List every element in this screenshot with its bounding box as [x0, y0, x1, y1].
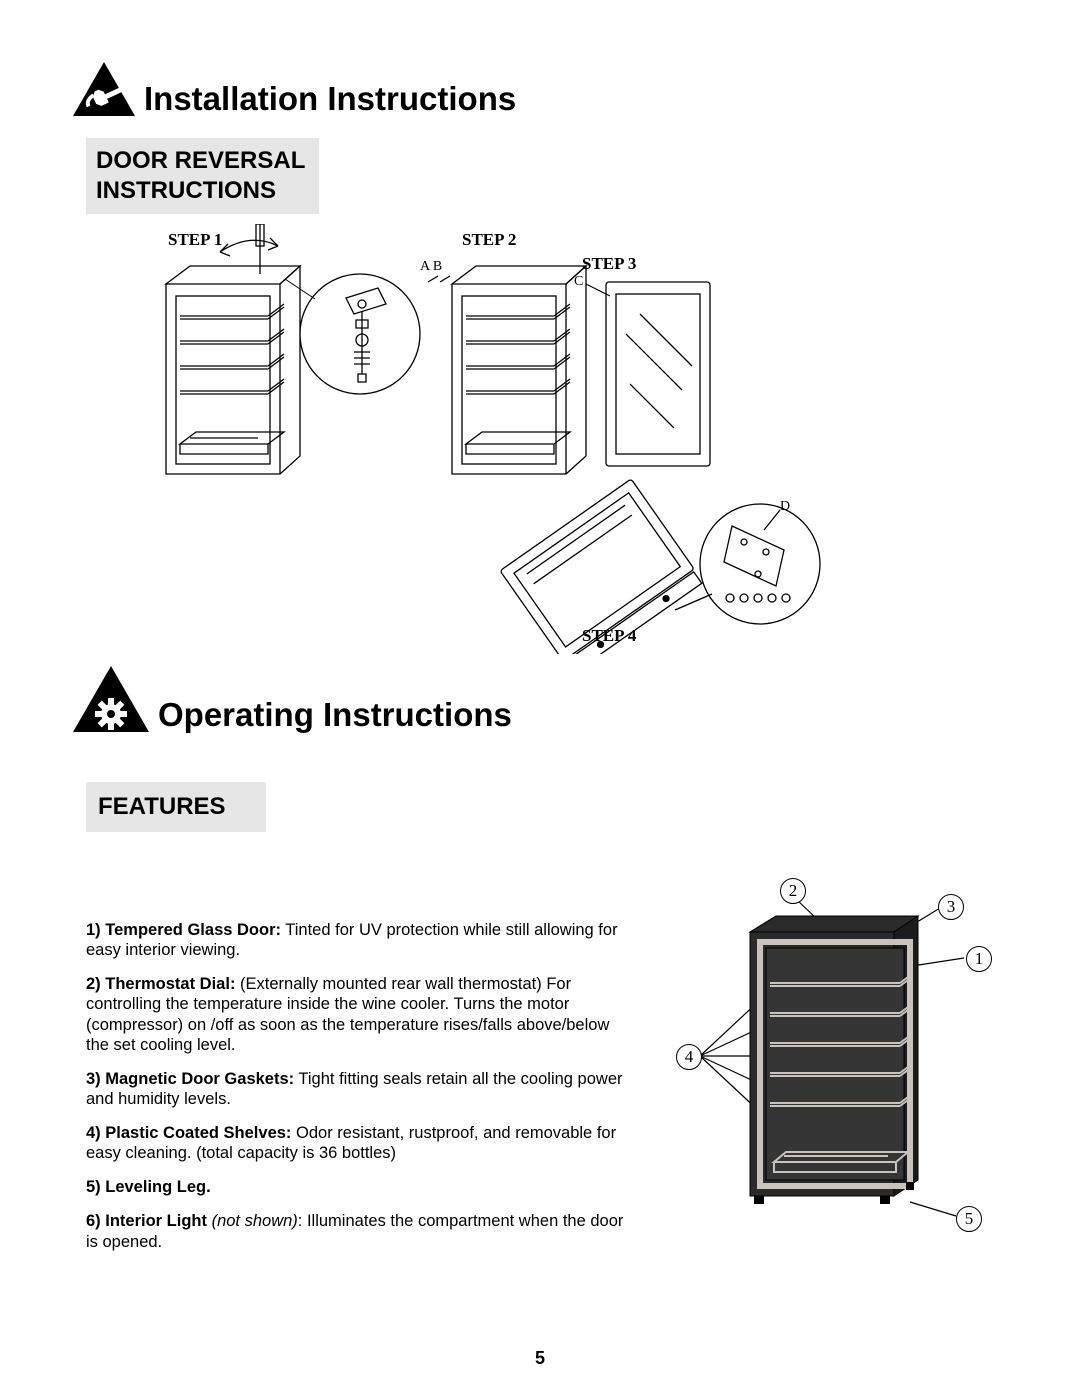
cooler-svg: [650, 876, 1010, 1246]
d-label: D: [780, 499, 790, 515]
step3-label: STEP 3: [582, 254, 636, 274]
feature-6: 6) Interior Light (not shown): Illuminat…: [86, 1211, 630, 1251]
sub1-line2: INSTRUCTIONS: [96, 177, 276, 204]
operating-header: Operating Instructions: [70, 664, 1010, 736]
feature-4: 4) Plastic Coated Shelves: Odor resistan…: [86, 1123, 630, 1163]
sub1-line1: DOOR REVERSAL: [96, 147, 305, 174]
ab-label: A B: [420, 259, 442, 275]
callout-2: 2: [780, 878, 806, 904]
hammer-triangle-icon: [70, 60, 138, 120]
sub2-line1: FEATURES: [98, 793, 226, 820]
page-number: 5: [535, 1348, 545, 1369]
callout-5: 5: [956, 1206, 982, 1232]
operating-title: Operating Instructions: [158, 696, 512, 736]
c-label: C: [574, 274, 583, 290]
feature-3: 3) Magnetic Door Gaskets: Tight fitting …: [86, 1069, 630, 1109]
door-reversal-diagram: STEP 1 STEP 2 STEP 3 STEP 4 A B C D: [100, 224, 980, 654]
features-block: 1) Tempered Glass Door: Tinted for UV pr…: [70, 876, 1010, 1266]
feature-1: 1) Tempered Glass Door: Tinted for UV pr…: [86, 920, 630, 960]
gear-triangle-icon: [70, 664, 152, 736]
features-diagram: 2 3 1 4 5: [650, 876, 1010, 1246]
features-subheader: FEATURES: [86, 782, 266, 832]
step2-label: STEP 2: [462, 230, 516, 250]
installation-header: Installation Instructions: [70, 60, 1010, 120]
features-text: 1) Tempered Glass Door: Tinted for UV pr…: [70, 876, 630, 1266]
step4-label: STEP 4: [582, 626, 636, 646]
feature-5: 5) Leveling Leg.: [86, 1177, 630, 1197]
installation-title: Installation Instructions: [144, 80, 516, 120]
callout-4: 4: [676, 1044, 702, 1070]
step1-label: STEP 1: [168, 230, 222, 250]
steps-svg: [100, 224, 980, 654]
callout-3: 3: [938, 894, 964, 920]
door-reversal-subheader: DOOR REVERSAL INSTRUCTIONS: [86, 138, 319, 214]
callout-1: 1: [966, 946, 992, 972]
feature-2: 2) Thermostat Dial: (Externally mounted …: [86, 974, 630, 1055]
